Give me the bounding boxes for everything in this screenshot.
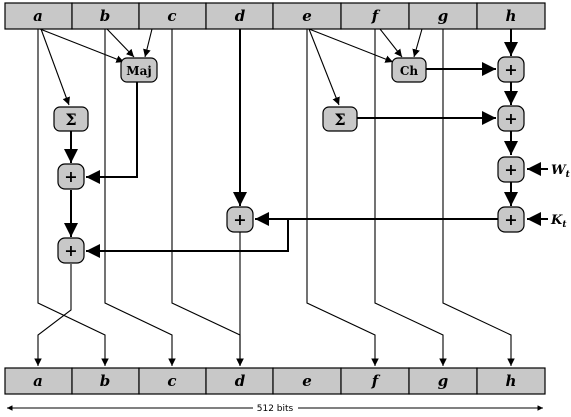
wire-a-to-maj (39, 28, 125, 63)
register-b-in (71, 2, 140, 30)
wire-g-to-h (442, 29, 515, 366)
adder-3 (497, 156, 525, 183)
register-g-out (408, 367, 478, 395)
register-label: c (167, 372, 176, 390)
wire-a-to-sigma (40, 28, 70, 106)
adder-symbol: + (504, 60, 517, 79)
adder-nodes: + + + + + + + (57, 56, 525, 264)
function-nodes: Maj Ch Σ Σ (53, 57, 427, 132)
register-label: e (302, 7, 312, 25)
wire-b-to-c (104, 29, 176, 366)
register-label: g (438, 7, 449, 25)
wire-add-a2-to-a-out (34, 264, 72, 366)
wire-e-to-ch (308, 28, 394, 63)
register-label: f (371, 7, 381, 25)
wire-maj-to-add-a1 (86, 82, 138, 184)
sigma-a-box (53, 106, 89, 132)
register-label: g (438, 372, 449, 390)
register-label: f (371, 372, 381, 390)
register-label: a (33, 7, 43, 25)
register-d-out (205, 367, 274, 395)
register-label: d (235, 372, 246, 390)
register-a-in (4, 2, 73, 30)
adder-symbol: + (233, 210, 246, 229)
register-label: b (100, 372, 111, 390)
adder-symbol: + (64, 167, 77, 186)
wire-e-to-f (306, 29, 379, 366)
register-a-out (4, 367, 73, 395)
maj-label: Maj (126, 64, 151, 78)
wire-c-to-d (171, 29, 244, 366)
w-input-label: Wt (551, 163, 571, 180)
register-h-in (476, 2, 546, 30)
ch-box (391, 57, 427, 83)
wire-a-to-b (37, 29, 109, 366)
maj-box (120, 57, 158, 83)
register-f-in (340, 2, 410, 30)
adder-a2 (57, 237, 85, 264)
register-label: c (167, 7, 176, 25)
wire-t1-to-add-a2 (86, 219, 289, 258)
adder-symbol: + (504, 109, 517, 128)
register-e-out (272, 367, 342, 395)
wire-e-to-sigma (308, 28, 340, 106)
adder-symbol: + (64, 241, 77, 260)
register-h-out (476, 367, 546, 395)
sigma-e-label: Σ (334, 110, 345, 129)
k-input-label: Kt (550, 213, 567, 230)
wire-f-to-ch (379, 28, 403, 58)
adder-a1 (57, 163, 85, 190)
sigma-e-box (322, 106, 358, 132)
top-register-row: a b c d e f g h (4, 2, 546, 30)
register-label: a (33, 372, 43, 390)
width-dimension: 512 bits (7, 404, 543, 414)
register-label: b (100, 7, 111, 25)
side-inputs: Wt Kt (550, 163, 571, 230)
adder-d (226, 206, 254, 233)
bottom-register-row: a b c d e f g h (4, 367, 546, 395)
register-label: h (506, 372, 517, 390)
wire-c-to-maj (143, 28, 153, 58)
width-label: 512 bits (257, 404, 294, 414)
register-label: d (235, 7, 246, 25)
wire-b-to-maj (106, 28, 135, 58)
adder-4 (497, 206, 525, 233)
register-label: h (506, 7, 517, 25)
adder-symbol: + (504, 160, 517, 179)
adder-1 (497, 56, 525, 83)
ch-label: Ch (400, 64, 419, 78)
register-label: e (302, 372, 312, 390)
adder-2 (497, 105, 525, 132)
wiring (34, 28, 548, 366)
register-c-out (138, 367, 207, 395)
wire-g-to-ch (412, 28, 423, 58)
sigma-a-label: Σ (65, 110, 76, 129)
wire-f-to-g (374, 29, 447, 366)
adder-symbol: + (504, 210, 517, 229)
